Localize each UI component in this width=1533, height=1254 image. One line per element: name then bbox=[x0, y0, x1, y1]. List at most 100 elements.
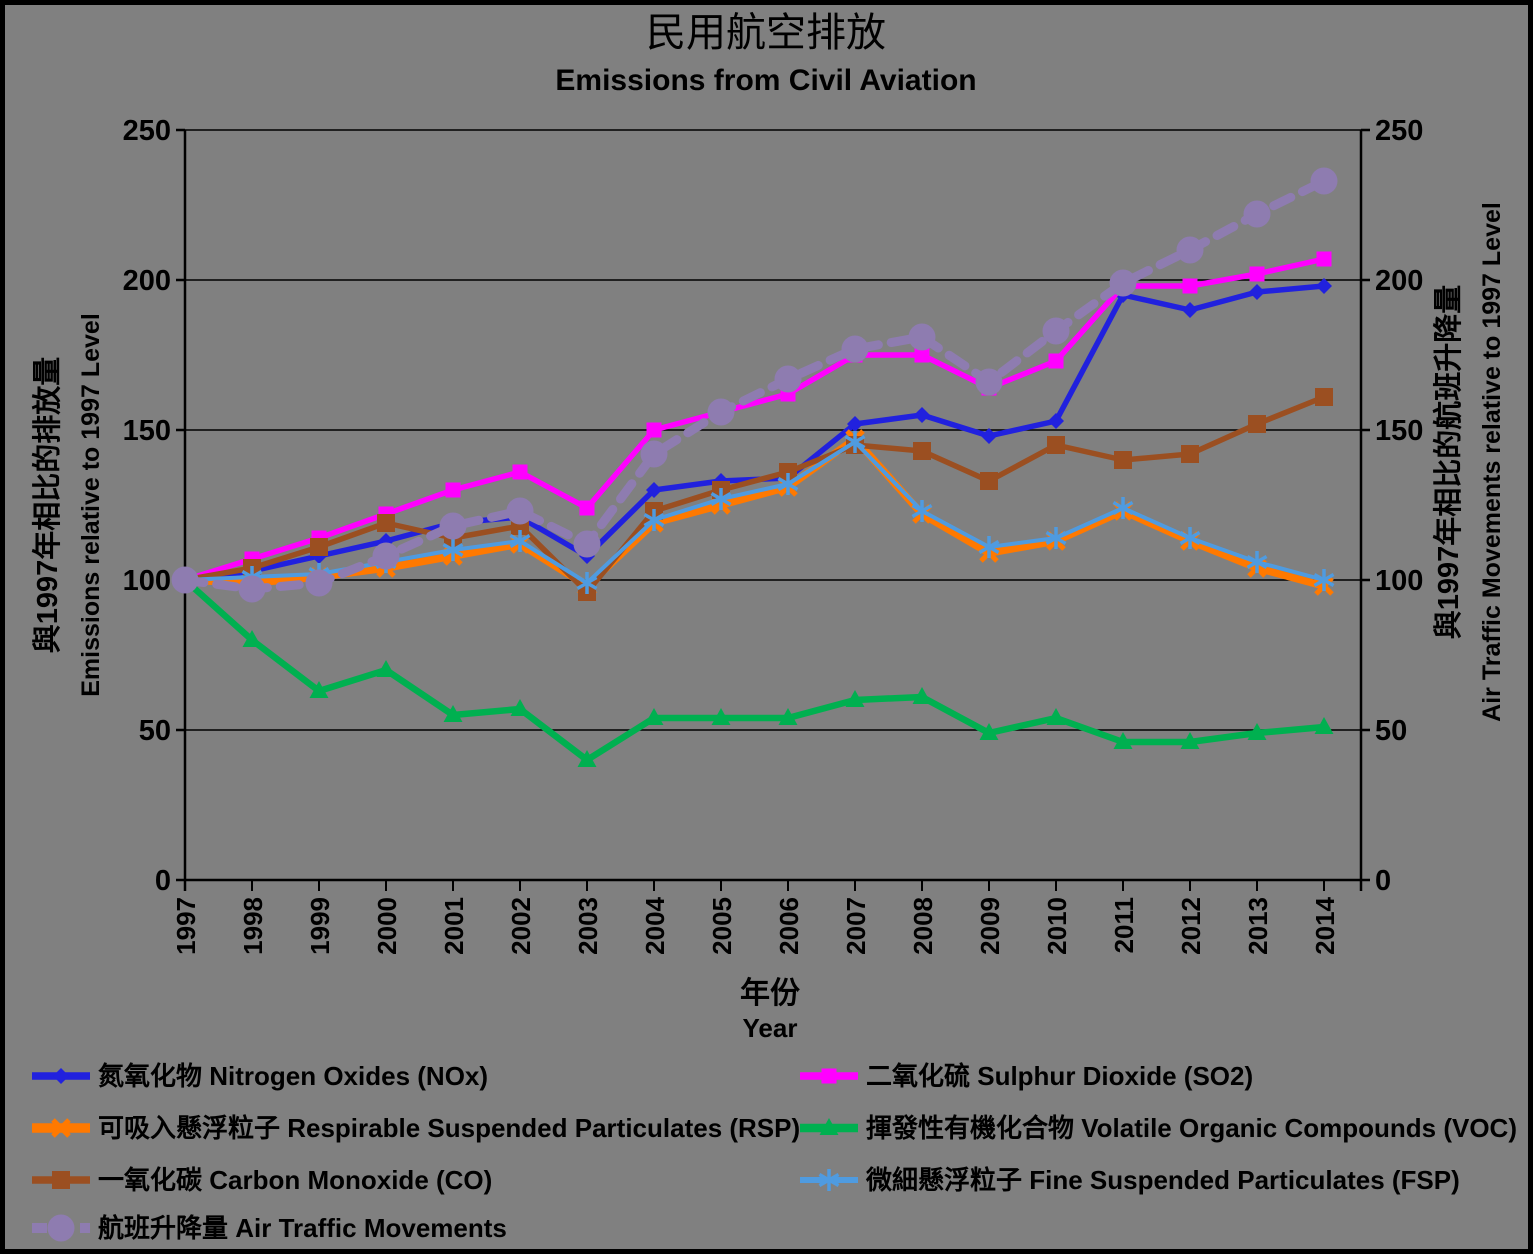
right-tick-label-200: 200 bbox=[1375, 265, 1423, 297]
atm-2012-circle-marker bbox=[1176, 236, 1204, 264]
atm-2003-circle-marker bbox=[573, 530, 601, 558]
atm-2006-circle-marker bbox=[774, 365, 802, 393]
x-axis-title-zh: 年份 bbox=[740, 977, 800, 1010]
atm-2014-circle-marker bbox=[1310, 167, 1338, 195]
voc-2006-triangle-marker bbox=[778, 708, 798, 725]
so2-2003-square-marker bbox=[579, 500, 595, 516]
co-2012-square-marker bbox=[1181, 445, 1199, 463]
right-axis-title-en: Air Traffic Movements relative to 1997 L… bbox=[1478, 202, 1506, 722]
atm-1997-circle-marker bbox=[171, 566, 199, 594]
fsp-2014-asterisk-marker bbox=[1313, 572, 1335, 588]
voc-2005-triangle-marker bbox=[711, 708, 731, 725]
legend-rsp-x-marker bbox=[51, 1118, 71, 1138]
year-label-2003: 2003 bbox=[573, 897, 603, 955]
voc-2000-triangle-marker bbox=[376, 660, 396, 677]
year-label-2010: 2010 bbox=[1042, 897, 1072, 955]
co-1999-square-marker bbox=[310, 538, 328, 556]
atm-2013-circle-marker bbox=[1243, 200, 1271, 228]
co-2013-square-marker bbox=[1248, 415, 1266, 433]
year-label-2005: 2005 bbox=[707, 897, 737, 955]
atm-2005-circle-marker bbox=[707, 398, 735, 426]
atm-2009-circle-marker bbox=[975, 368, 1003, 396]
legend-voc-triangle-marker bbox=[819, 1118, 839, 1135]
nox-2013-diamond-marker bbox=[1249, 284, 1265, 300]
right-tick-label-150: 150 bbox=[1375, 415, 1423, 447]
legend-label-co: 一氧化碳 Carbon Monoxide (CO) bbox=[98, 1165, 492, 1195]
legend-fsp-asterisk-marker bbox=[818, 1172, 840, 1188]
voc-2003-triangle-marker bbox=[577, 750, 597, 767]
voc-2001-triangle-marker bbox=[443, 705, 463, 722]
voc-2002-triangle-marker bbox=[510, 699, 530, 716]
so2-2012-square-marker bbox=[1182, 278, 1198, 294]
so2-2004-square-marker bbox=[646, 422, 662, 438]
so2-2002-square-marker bbox=[512, 464, 528, 480]
so2-2008-square-marker bbox=[914, 347, 930, 363]
left-tick-label-100: 100 bbox=[123, 565, 171, 597]
year-label-2012: 2012 bbox=[1176, 897, 1206, 955]
legend-nox-diamond-marker bbox=[53, 1068, 69, 1084]
legend-label-voc: 揮發性有機化合物 Volatile Organic Compounds (VOC… bbox=[866, 1113, 1517, 1143]
left-axis-title-zh: 與1997年相比的排放量 bbox=[30, 357, 64, 654]
fsp-2007-asterisk-marker bbox=[844, 434, 866, 450]
co-2008-square-marker bbox=[913, 442, 931, 460]
legend-label-rsp: 可吸入懸浮粒子 Respirable Suspended Particulate… bbox=[98, 1113, 800, 1143]
series-line-voc bbox=[181, 576, 1328, 764]
legend-label-atm: 航班升降量 Air Traffic Movements bbox=[98, 1213, 507, 1243]
year-label-2002: 2002 bbox=[506, 897, 536, 955]
year-label-2008: 2008 bbox=[908, 897, 938, 955]
voc-2010-triangle-marker bbox=[1046, 708, 1066, 725]
chart-title-en: Emissions from Civil Aviation bbox=[555, 64, 976, 97]
nox-2009-diamond-marker bbox=[981, 428, 997, 444]
atm-2010-circle-marker bbox=[1042, 317, 1070, 345]
atm-2000-circle-marker bbox=[372, 542, 400, 570]
year-label-2000: 2000 bbox=[372, 897, 402, 955]
atm-1999-circle-marker bbox=[305, 569, 333, 597]
atm-2004-circle-marker bbox=[640, 440, 668, 468]
co-2011-square-marker bbox=[1114, 451, 1132, 469]
so2-2010-square-marker bbox=[1048, 353, 1064, 369]
left-tick-label-50: 50 bbox=[139, 715, 171, 747]
co-2014-square-marker bbox=[1315, 388, 1333, 406]
left-axis-title-en: Emissions relative to 1997 Level bbox=[77, 313, 105, 697]
year-label-2004: 2004 bbox=[640, 896, 670, 954]
right-tick-label-250: 250 bbox=[1375, 115, 1423, 147]
voc-2008-triangle-marker bbox=[912, 687, 932, 704]
year-label-2014: 2014 bbox=[1310, 896, 1340, 954]
voc-2014-triangle-marker bbox=[1314, 717, 1334, 734]
atm-2001-circle-marker bbox=[439, 512, 467, 540]
right-tick-label-0: 0 bbox=[1375, 865, 1391, 897]
fsp-2013-asterisk-marker bbox=[1246, 554, 1268, 570]
fsp-2004-asterisk-marker bbox=[643, 512, 665, 528]
right-tick-label-50: 50 bbox=[1375, 715, 1407, 747]
year-label-1999: 1999 bbox=[305, 897, 335, 955]
so2-2014-square-marker bbox=[1316, 251, 1332, 267]
x-axis-title-en: Year bbox=[743, 1013, 798, 1043]
year-label-2001: 2001 bbox=[439, 897, 469, 955]
year-label-2007: 2007 bbox=[841, 897, 871, 955]
voc-2013-triangle-marker bbox=[1247, 723, 1267, 740]
voc-1998-triangle-marker bbox=[242, 630, 262, 647]
fsp-2005-asterisk-marker bbox=[710, 491, 732, 507]
legend-atm-circle-marker bbox=[47, 1214, 75, 1242]
fsp-2010-asterisk-marker bbox=[1045, 530, 1067, 546]
series-line-rsp bbox=[181, 435, 1328, 590]
left-tick-label-200: 200 bbox=[123, 265, 171, 297]
legend-so2-square-marker bbox=[821, 1068, 837, 1084]
co-2000-square-marker bbox=[377, 514, 395, 532]
so2-2013-square-marker bbox=[1249, 266, 1265, 282]
nox-2004-diamond-marker bbox=[646, 482, 662, 498]
nox-2008-diamond-marker bbox=[914, 407, 930, 423]
atm-1998-circle-marker bbox=[238, 575, 266, 603]
so2-2001-square-marker bbox=[445, 482, 461, 498]
series-line-co bbox=[182, 394, 1327, 595]
fsp-2002-asterisk-marker bbox=[509, 533, 531, 549]
nox-2010-diamond-marker bbox=[1048, 413, 1064, 429]
atm-2008-circle-marker bbox=[908, 323, 936, 351]
year-label-2006: 2006 bbox=[774, 897, 804, 955]
left-tick-label-250: 250 bbox=[123, 115, 171, 147]
atm-2011-circle-marker bbox=[1109, 269, 1137, 297]
voc-1999-triangle-marker bbox=[309, 681, 329, 698]
voc-2004-triangle-marker bbox=[644, 708, 664, 725]
